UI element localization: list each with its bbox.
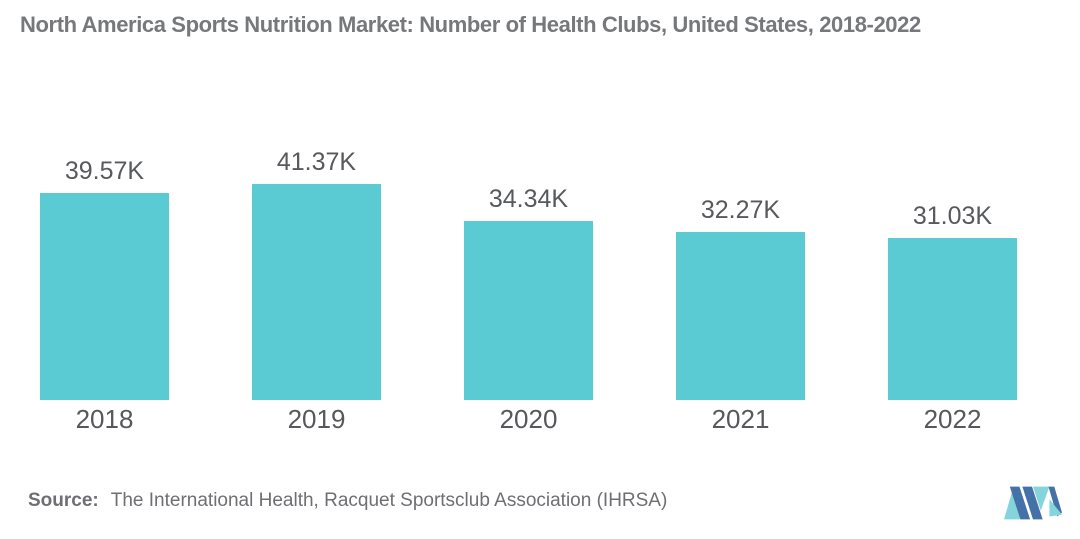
mordor-intelligence-logo (1004, 486, 1062, 520)
x-axis-label: 2021 (711, 404, 770, 434)
bar-column-2021: 32.27K 2021 (676, 0, 805, 432)
bar-column-2019: 41.37K 2019 (252, 0, 381, 432)
bar-2020 (464, 221, 593, 400)
bar-column-2018: 39.57K 2018 (40, 0, 169, 432)
bar-value-label: 31.03K (912, 202, 993, 230)
bar-value-label: 34.34K (488, 185, 569, 213)
x-axis-label: 2022 (923, 404, 982, 434)
bar-value-label: 39.57K (64, 157, 145, 185)
x-axis-label: 2020 (499, 404, 558, 434)
source-line: Source: The International Health, Racquet… (28, 490, 667, 512)
source-label: Source: (28, 490, 99, 511)
bar-value-label: 32.27K (700, 196, 781, 224)
bar-chart: 39.57K 2018 41.37K 2019 34.34K 2020 32.27K 2021… (40, 0, 1017, 432)
bar-column-2020: 34.34K 2020 (464, 0, 593, 432)
bar-2019 (252, 184, 381, 400)
bar-value-label: 41.37K (276, 148, 357, 176)
bar-2021 (676, 232, 805, 400)
x-axis-label: 2018 (75, 404, 134, 434)
bar-2022 (888, 238, 1017, 400)
x-axis-label: 2019 (287, 404, 346, 434)
chart-title: North America Sports Nutrition Market: N… (20, 12, 921, 37)
bar-2018 (40, 193, 169, 400)
source-text: The International Health, Racquet Sports… (110, 490, 668, 511)
bar-column-2022: 31.03K 2022 (888, 0, 1017, 432)
